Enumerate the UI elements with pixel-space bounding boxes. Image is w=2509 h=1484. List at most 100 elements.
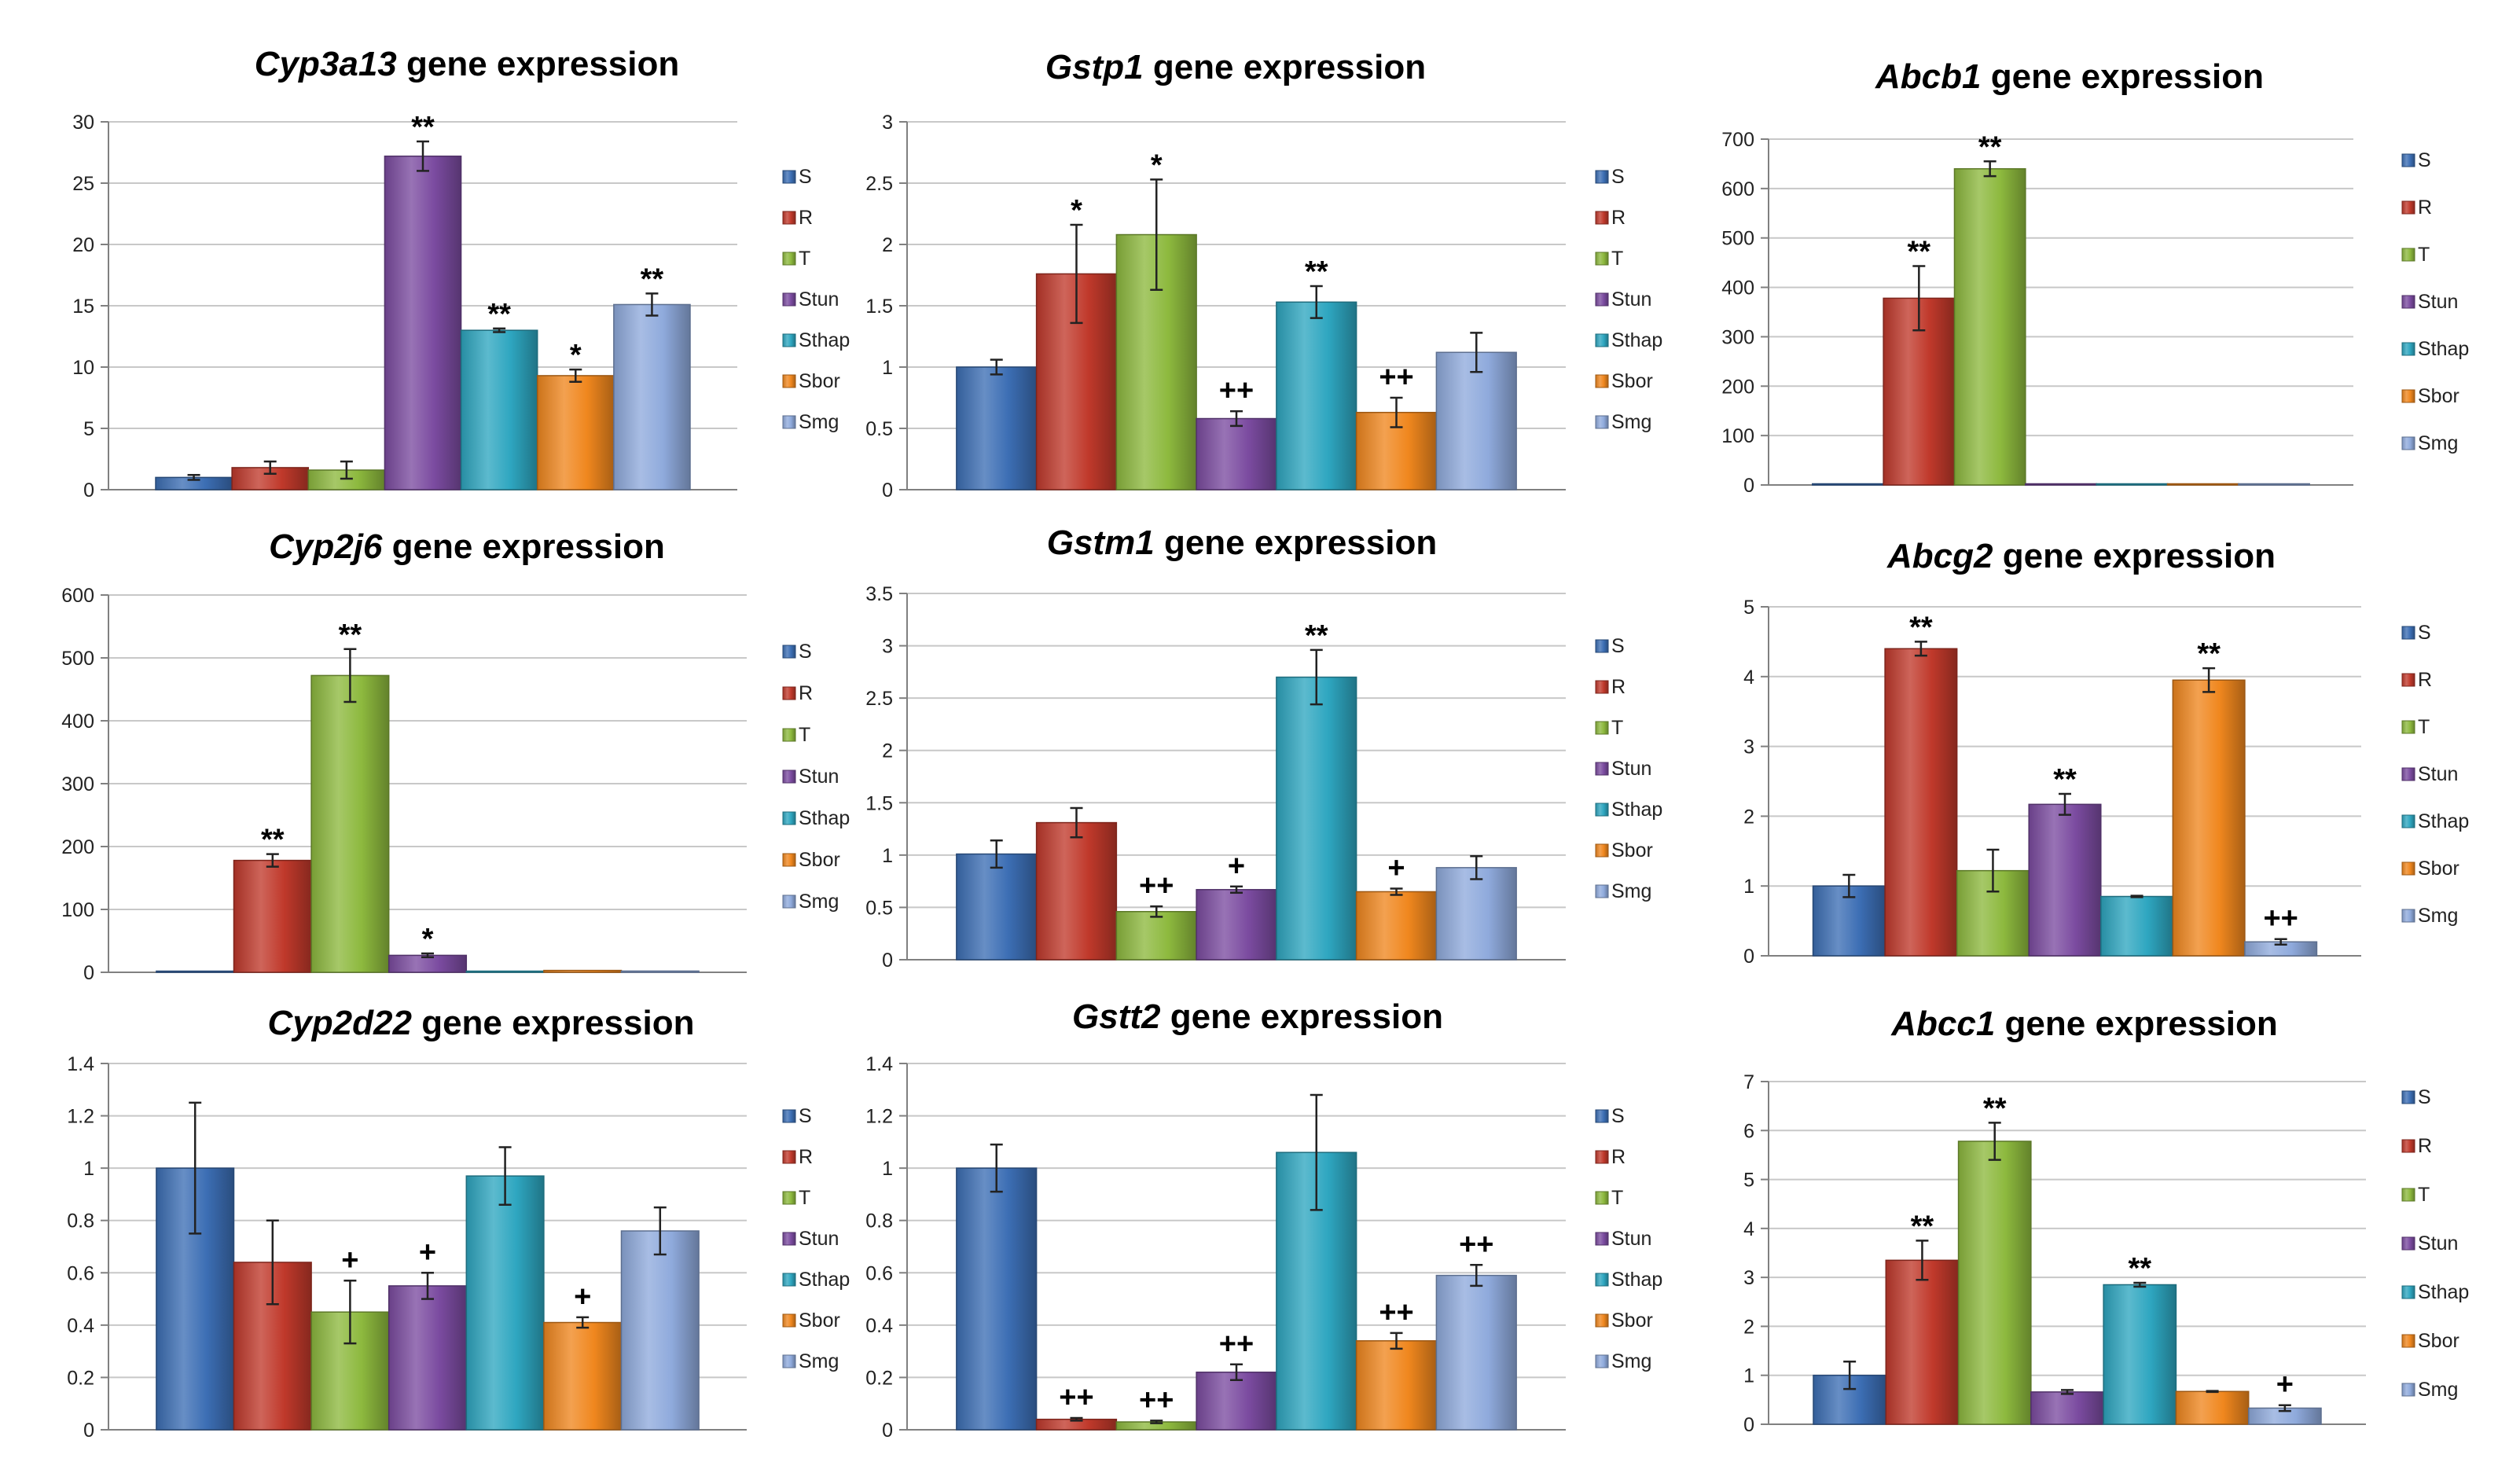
chart-title-suffix: gene expression	[382, 527, 664, 566]
legend-label-t: T	[2418, 244, 2430, 266]
legend-label-sbor: Sbor	[799, 1310, 840, 1332]
chart-title-gene: Abcc1	[1890, 1005, 1995, 1043]
legend-label-sbor: Sbor	[1611, 839, 1653, 861]
significance-label: **	[487, 298, 511, 331]
legend-label-sthap: Sthap	[2418, 338, 2469, 360]
significance-label: ++	[1459, 1228, 1493, 1261]
chart-title: Abcb1 gene expression	[1875, 57, 2264, 96]
y-tick-label: 0	[882, 1420, 893, 1442]
bar-sbor	[543, 1321, 623, 1431]
significance-label: **	[411, 111, 435, 144]
legend-label-t: T	[799, 1187, 810, 1209]
bar-r	[233, 859, 312, 973]
y-tick-label: 400	[61, 711, 94, 733]
y-tick-label: 0.6	[67, 1262, 94, 1284]
legend-swatch-sbor	[1595, 843, 1609, 858]
y-tick-label: 0	[1743, 475, 1754, 497]
y-tick-label: 25	[72, 173, 94, 195]
y-tick-label: 5	[1743, 1170, 1754, 1192]
y-tick-label: 0.5	[865, 418, 893, 440]
y-tick-label: 1.5	[865, 296, 893, 318]
legend-swatch-sthap	[1595, 333, 1609, 347]
chart-title: Cyp2d22 gene expression	[268, 1004, 695, 1042]
y-tick-label: 2.5	[865, 688, 893, 710]
y-tick-label: 700	[1721, 129, 1754, 151]
legend-swatch-s	[782, 170, 796, 184]
significance-label: **	[2053, 763, 2077, 796]
legend-swatch-stun	[2401, 767, 2415, 781]
y-tick-label: 0	[83, 1420, 94, 1442]
legend-label-sbor: Sbor	[2418, 385, 2459, 407]
legend-swatch-r	[1595, 1150, 1609, 1164]
y-tick-label: 0	[882, 950, 893, 972]
y-tick-label: 2	[882, 740, 893, 762]
legend-label-sbor: Sbor	[2418, 858, 2459, 880]
legend-swatch-sthap	[2401, 342, 2415, 356]
y-tick-label: 400	[1721, 277, 1754, 299]
y-tick-label: 1	[83, 1158, 94, 1180]
legend-label-s: S	[1611, 166, 1625, 188]
legend-label-sthap: Sthap	[2418, 810, 2469, 832]
significance-label: ++	[1139, 1383, 1174, 1416]
legend-swatch-sbor	[1595, 374, 1609, 388]
legend-swatch-r	[782, 211, 796, 225]
y-tick-label: 0	[83, 962, 94, 984]
significance-label: **	[2197, 637, 2221, 670]
bar-sbor	[536, 375, 615, 490]
legend-label-r: R	[1611, 676, 1626, 698]
y-tick-label: 3.5	[865, 583, 893, 605]
y-tick-label: 0.4	[865, 1315, 893, 1337]
legend-swatch-smg	[782, 1354, 796, 1368]
bar-sbor	[2175, 1390, 2250, 1425]
bar-sthap	[1276, 301, 1357, 490]
bar-t	[1115, 911, 1197, 961]
legend-swatch-stun	[782, 292, 796, 307]
bar-sthap	[465, 1175, 545, 1431]
legend-swatch-sbor	[2401, 1334, 2415, 1348]
significance-label: *	[1151, 149, 1163, 182]
y-tick-label: 100	[1721, 425, 1754, 447]
y-tick-label: 2	[1743, 806, 1754, 828]
legend-swatch-t	[2401, 248, 2415, 262]
chart-title: Gstt2 gene expression	[1072, 997, 1443, 1036]
y-tick-label: 4	[1743, 1218, 1754, 1240]
legend-swatch-r	[1595, 680, 1609, 694]
chart-title-gene: Abcg2	[1886, 537, 1993, 575]
y-tick-label: 15	[72, 296, 94, 318]
bar-smg	[1435, 351, 1517, 490]
y-tick-label: 1.2	[67, 1106, 94, 1128]
y-tick-label: 20	[72, 234, 94, 256]
bar-smg	[1435, 867, 1517, 961]
significance-label: **	[1911, 1210, 1934, 1243]
legend-swatch-smg	[1595, 884, 1609, 898]
legend-swatch-sthap	[2401, 814, 2415, 828]
bar-sbor	[2166, 483, 2239, 486]
legend-swatch-sthap	[1595, 1273, 1609, 1287]
significance-label: **	[2128, 1252, 2151, 1285]
legend-label-sthap: Sthap	[1611, 1269, 1662, 1291]
y-tick-label: 3	[882, 636, 893, 658]
y-tick-label: 3	[1743, 1267, 1754, 1289]
significance-label: **	[1305, 255, 1328, 288]
legend-label-stun: Stun	[1611, 1228, 1651, 1250]
significance-label: **	[1908, 236, 1931, 269]
bar-sbor	[2172, 679, 2246, 957]
legend-swatch-t	[782, 1191, 796, 1205]
legend-label-stun: Stun	[2418, 291, 2458, 313]
chart-title-gene: Cyp2j6	[269, 527, 383, 566]
legend-swatch-t	[1595, 252, 1609, 266]
legend-label-smg: Smg	[1611, 1350, 1651, 1372]
chart-title-suffix: gene expression	[397, 45, 679, 83]
significance-label: +	[574, 1280, 591, 1313]
bar-smg	[2238, 483, 2310, 486]
chart-panel-gstp1: Gstp1 gene expression00.511.522.53**++**…	[865, 48, 1662, 501]
chart-title-suffix: gene expression	[1144, 48, 1426, 86]
bar-stun	[2025, 483, 2097, 486]
legend-label-s: S	[2418, 1086, 2431, 1108]
chart-title-suffix: gene expression	[1995, 1005, 2277, 1043]
legend-label-sthap: Sthap	[799, 329, 850, 351]
bar-sbor	[1355, 1340, 1438, 1431]
y-tick-label: 1	[882, 1158, 893, 1180]
significance-label: ++	[1379, 361, 1413, 394]
